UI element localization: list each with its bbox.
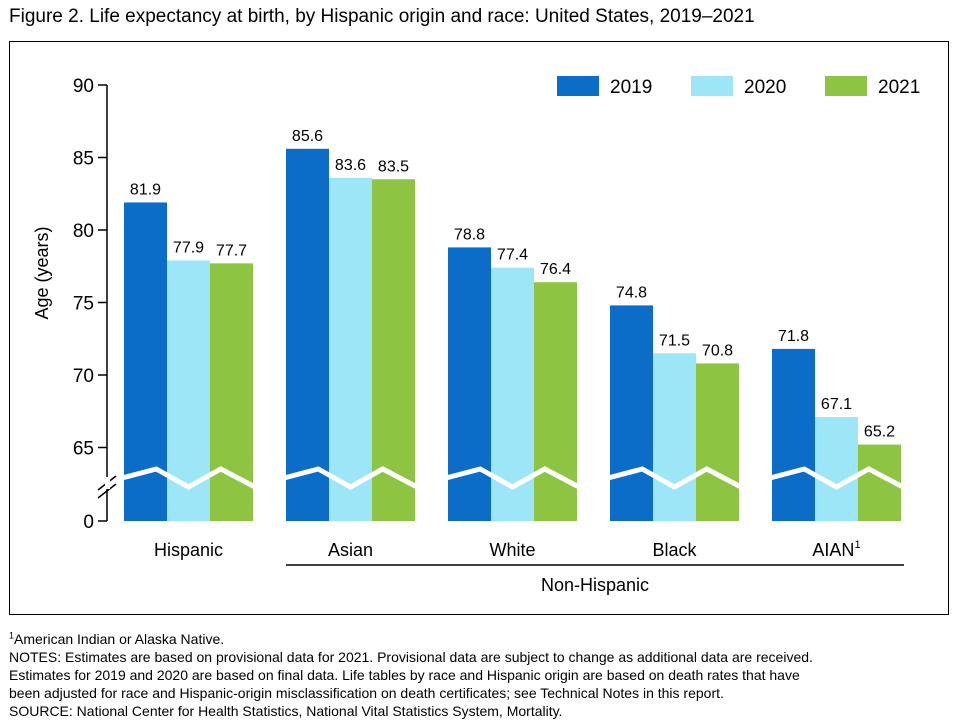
axis-break-gap	[105, 477, 110, 489]
notes-line-3: been adjusted for race and Hispanic-orig…	[9, 685, 724, 701]
data-label: 81.9	[130, 181, 161, 198]
footnote-marker: 1	[9, 630, 15, 641]
category-label-hispanic: Hispanic	[154, 540, 223, 560]
bar-hispanic-2019	[124, 202, 167, 521]
axis-break-mark	[97, 483, 117, 499]
bar-aian-2020	[815, 417, 858, 521]
legend-swatch-2021	[825, 76, 867, 96]
footnote-marker: 1	[854, 539, 860, 551]
data-label: 71.8	[778, 328, 809, 345]
category-label-asian: Asian	[328, 540, 373, 560]
bar-black-2019	[610, 305, 653, 521]
data-label: 70.8	[702, 342, 733, 359]
axis-break-wave	[769, 466, 905, 490]
figure-title: Figure 2. Life expectancy at birth, by H…	[9, 6, 755, 27]
data-label: 67.1	[821, 396, 852, 413]
notes-line-2: Estimates for 2019 and 2020 are based on…	[9, 667, 800, 683]
legend-label-2019: 2019	[610, 77, 652, 98]
y-tick-label: 0	[83, 512, 94, 533]
legend-label-2020: 2020	[744, 77, 786, 98]
data-label: 78.8	[454, 226, 485, 243]
y-tick-label: 80	[73, 221, 94, 242]
legend-label-2021: 2021	[878, 77, 920, 98]
data-label: 77.9	[173, 239, 204, 256]
bar-hispanic-2020	[167, 260, 210, 521]
bar-chart: 0 65 70 75 80 85 90 Age (years) 81.9 85.6 78.8 74.8…	[32, 76, 920, 595]
group-label: Non-Hispanic	[541, 575, 649, 595]
y-tick-label: 90	[73, 76, 94, 97]
category-label-black: Black	[652, 540, 697, 560]
y-tick-label: 85	[73, 149, 94, 170]
data-label: 85.6	[292, 128, 323, 145]
y-tick-label: 65	[73, 439, 94, 460]
legend-swatch-2019	[557, 76, 599, 96]
data-label: 74.8	[616, 284, 647, 301]
data-label: 65.2	[864, 424, 895, 441]
footnote: 1American Indian or Alaska Native.	[9, 631, 224, 648]
bar-asian-2019	[286, 148, 329, 522]
category-label-white: White	[489, 540, 535, 560]
bar-black-2020	[653, 353, 696, 521]
bar-hispanic-2021	[210, 263, 253, 521]
legend-swatch-2020	[691, 76, 733, 96]
data-label: 76.4	[540, 261, 571, 278]
y-axis-title: Age (years)	[32, 226, 52, 319]
data-label: 83.5	[378, 158, 409, 175]
axis-break-wave	[445, 466, 581, 490]
y-tick-label: 70	[73, 366, 94, 387]
bar-white-2020	[491, 267, 534, 521]
axis-break-wave	[607, 466, 743, 490]
data-label: 77.7	[216, 242, 247, 259]
bar-aian-2019	[772, 348, 815, 521]
footnote-text: American Indian or Alaska Native.	[14, 631, 225, 647]
bar-white-2019	[448, 247, 491, 521]
axis-break-wave	[121, 466, 257, 490]
bar-asian-2021	[372, 179, 415, 521]
data-label: 71.5	[659, 332, 690, 349]
y-tick-label: 75	[73, 294, 94, 315]
axis-break-wave	[283, 466, 419, 490]
source-note: SOURCE: National Center for Health Stati…	[9, 703, 563, 719]
notes-line-1: NOTES: Estimates are based on provisiona…	[9, 649, 813, 665]
data-label: 77.4	[497, 247, 528, 264]
chart-frame: 0 65 70 75 80 85 90 Age (years) 81.9 85.6 78.8 74.8…	[9, 41, 949, 615]
data-label: 83.6	[335, 157, 366, 174]
bar-black-2021	[696, 363, 739, 521]
bar-asian-2020	[329, 177, 372, 522]
category-label-aian: AIAN1	[812, 539, 860, 560]
